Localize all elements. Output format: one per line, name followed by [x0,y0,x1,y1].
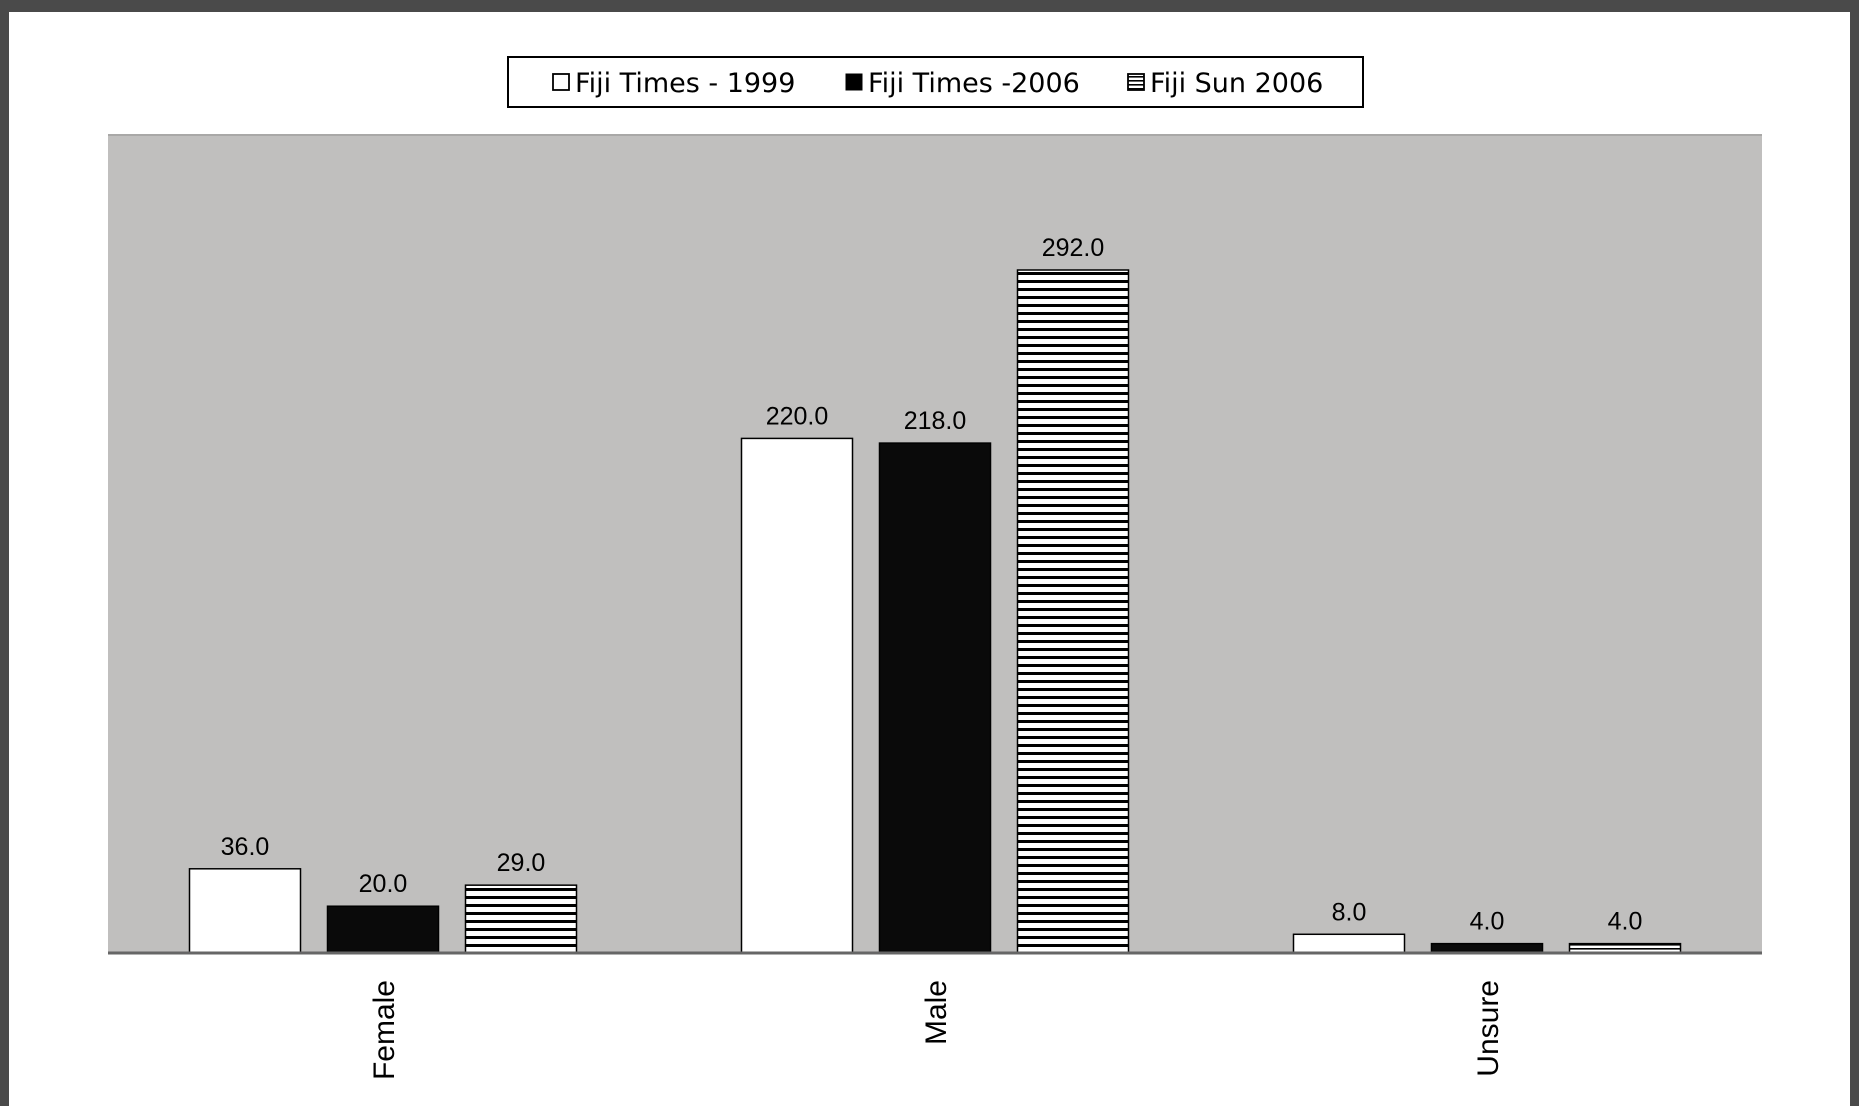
legend-label-3: Fiji Sun 2006 [1150,68,1323,99]
legend-box [507,56,1364,108]
legend: Fiji Times - 1999 Fiji Times -2006 Fiji Su… [507,56,1364,108]
legend-swatch-1 [552,73,570,91]
legend-swatch-2 [845,73,863,91]
value-label: 218.0 [904,407,967,435]
category-label-male: Male [920,980,953,1045]
bar-female-series-1 [188,868,302,954]
value-label: 4.0 [1608,908,1643,936]
value-label: 36.0 [221,833,270,861]
bar-male-series-3 [1016,269,1130,954]
legend-label-2: Fiji Times -2006 [868,68,1080,99]
category-label-unsure: Unsure [1472,980,1505,1077]
bars-group [188,269,1682,954]
bar-female-series-2 [326,905,440,954]
category-label-female: Female [368,980,401,1080]
value-labels-group: 36.0 220.0 8.0 20.0 218.0 4.0 29.0 292.0 4.0 [221,234,1643,936]
bar-female-series-3 [464,884,578,954]
legend-label-1: Fiji Times - 1999 [575,68,795,99]
category-labels-group: Female Male Unsure [368,980,1505,1080]
value-label: 220.0 [766,402,829,430]
value-label: 292.0 [1042,234,1105,262]
legend-swatch-3 [1127,73,1145,91]
value-label: 20.0 [359,870,408,898]
value-label: 29.0 [497,849,546,877]
bar-male-series-2 [878,442,992,954]
bar-male-series-1 [740,437,854,954]
value-label: 8.0 [1332,898,1367,926]
bar-unsure-series-1 [1292,933,1406,954]
value-label: 4.0 [1470,908,1505,936]
